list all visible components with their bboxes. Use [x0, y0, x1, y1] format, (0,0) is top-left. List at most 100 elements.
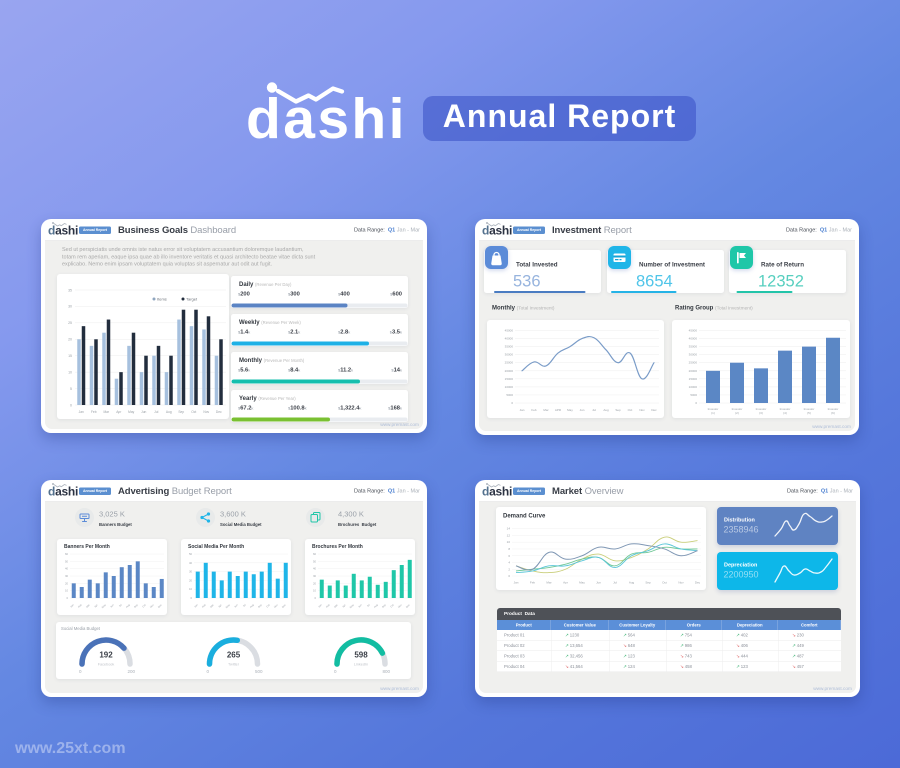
svg-text:30: 30 — [189, 570, 193, 574]
svg-text:14: 14 — [507, 527, 511, 531]
svg-text:Dec: Dec — [157, 603, 163, 609]
svg-text:10000: 10000 — [505, 385, 514, 389]
svg-text:0: 0 — [508, 574, 510, 578]
svg-text:Mar: Mar — [543, 408, 548, 412]
svg-text:40000: 40000 — [505, 337, 514, 341]
svg-text:Nov: Nov — [397, 603, 403, 609]
svg-text:Oct: Oct — [390, 603, 395, 608]
svg-text:10: 10 — [68, 370, 72, 374]
svg-text:Target: Target — [186, 297, 198, 302]
svg-text:Jun: Jun — [358, 603, 363, 608]
svg-text:Oct: Oct — [266, 603, 271, 608]
svg-text:Aug: Aug — [249, 603, 255, 609]
svg-text:Oct: Oct — [628, 408, 633, 412]
svg-text:40: 40 — [189, 561, 193, 565]
svg-text:Feb: Feb — [78, 603, 84, 609]
svg-text:Items: Items — [157, 297, 167, 302]
svg-text:Investor: Investor — [828, 407, 839, 411]
svg-text:40: 40 — [65, 567, 69, 571]
svg-text:Jan: Jan — [79, 410, 84, 414]
svg-text:5: 5 — [70, 387, 72, 391]
svg-text:May: May — [349, 603, 355, 609]
svg-text:Nov: Nov — [203, 410, 209, 414]
svg-text:25000: 25000 — [505, 361, 514, 365]
svg-text:2: 2 — [508, 567, 510, 571]
svg-text:Jul: Jul — [592, 408, 596, 412]
svg-text:Nov: Nov — [678, 581, 684, 585]
svg-text:Dec: Dec — [216, 410, 222, 414]
svg-text:Sep: Sep — [257, 603, 263, 609]
svg-text:Feb: Feb — [531, 408, 537, 412]
svg-text:(3): (3) — [759, 411, 763, 415]
svg-text:(5): (5) — [807, 411, 811, 415]
svg-text:Jan: Jan — [70, 603, 75, 608]
svg-text:15000: 15000 — [505, 377, 514, 381]
svg-text:Jul: Jul — [154, 410, 158, 414]
svg-text:Jul: Jul — [118, 603, 123, 608]
svg-text:Jan: Jan — [318, 603, 323, 608]
svg-text:25000: 25000 — [689, 361, 698, 365]
svg-text:5000: 5000 — [690, 393, 697, 397]
svg-text:10: 10 — [65, 589, 69, 593]
svg-text:Jul: Jul — [242, 603, 247, 608]
svg-text:Nov: Nov — [149, 603, 155, 609]
svg-text:0: 0 — [190, 596, 192, 600]
svg-text:Dec: Dec — [651, 408, 657, 412]
svg-text:May: May — [128, 410, 135, 414]
svg-text:Oct: Oct — [662, 581, 667, 585]
svg-text:Jun: Jun — [234, 603, 239, 608]
svg-text:0: 0 — [66, 596, 68, 600]
svg-text:0: 0 — [695, 401, 697, 405]
svg-text:Aug: Aug — [166, 410, 172, 414]
svg-text:10000: 10000 — [689, 385, 698, 389]
svg-text:Sep: Sep — [615, 408, 621, 412]
svg-text:Investor: Investor — [780, 407, 791, 411]
svg-text:APR: APR — [555, 408, 562, 412]
svg-text:Sep: Sep — [645, 581, 651, 585]
svg-text:Apr: Apr — [94, 603, 99, 608]
svg-text:Mar: Mar — [546, 581, 551, 585]
svg-text:Apr: Apr — [218, 603, 223, 608]
svg-text:0: 0 — [511, 401, 513, 405]
svg-text:May: May — [101, 603, 107, 609]
svg-text:30: 30 — [65, 574, 69, 578]
svg-text:Feb: Feb — [326, 603, 332, 609]
svg-text:20: 20 — [68, 338, 72, 342]
svg-text:Nov: Nov — [639, 408, 645, 412]
svg-text:6: 6 — [508, 554, 510, 558]
svg-text:40: 40 — [313, 567, 317, 571]
svg-text:20: 20 — [65, 581, 69, 585]
svg-text:50: 50 — [189, 552, 193, 556]
svg-text:Sep: Sep — [381, 603, 387, 609]
svg-text:30: 30 — [68, 305, 72, 309]
svg-text:Mar: Mar — [103, 410, 110, 414]
svg-text:Dec: Dec — [695, 581, 701, 585]
svg-text:Oct: Oct — [142, 603, 147, 608]
svg-text:Aug: Aug — [603, 408, 609, 412]
svg-text:Feb: Feb — [91, 410, 97, 414]
svg-text:Jan: Jan — [194, 603, 199, 608]
svg-text:20000: 20000 — [689, 369, 698, 373]
svg-text:60: 60 — [313, 552, 317, 556]
svg-text:Jan: Jan — [514, 581, 519, 585]
svg-text:15: 15 — [68, 354, 72, 358]
svg-text:Apr: Apr — [116, 410, 122, 414]
svg-text:4: 4 — [508, 561, 510, 565]
svg-text:Jul: Jul — [613, 581, 617, 585]
svg-text:12: 12 — [507, 533, 511, 537]
svg-text:Investor: Investor — [732, 407, 743, 411]
svg-text:Sep: Sep — [178, 410, 184, 414]
svg-text:Feb: Feb — [202, 603, 208, 609]
svg-text:0: 0 — [70, 403, 72, 407]
svg-text:Nov: Nov — [273, 603, 279, 609]
svg-text:Mar: Mar — [86, 603, 91, 608]
svg-text:(4): (4) — [783, 411, 787, 415]
svg-text:45000: 45000 — [505, 329, 514, 333]
svg-text:8: 8 — [508, 547, 510, 551]
svg-text:Jun: Jun — [110, 603, 115, 608]
svg-text:10: 10 — [313, 589, 317, 593]
svg-text:40000: 40000 — [689, 337, 698, 341]
svg-text:0: 0 — [314, 596, 316, 600]
svg-text:35000: 35000 — [689, 345, 698, 349]
svg-text:45000: 45000 — [689, 329, 698, 333]
